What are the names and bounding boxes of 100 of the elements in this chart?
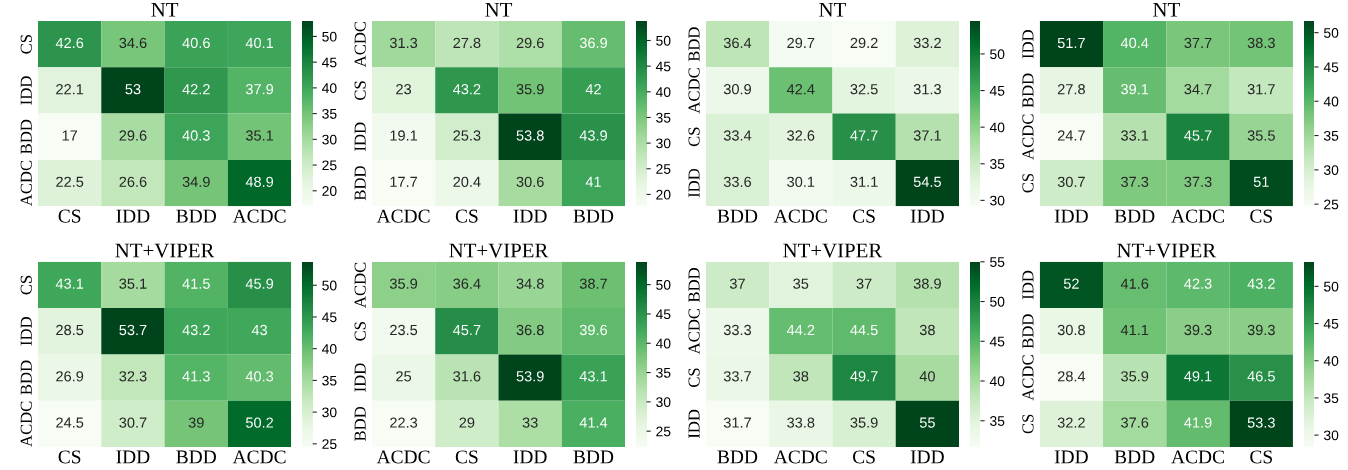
- data-label: 53.3: [1247, 417, 1275, 428]
- data-label: 32.6: [787, 130, 815, 141]
- data-label: 32.2: [1057, 417, 1085, 428]
- color-bar-label: 50: [322, 280, 337, 291]
- x-tick-label: IDD: [1054, 450, 1088, 464]
- chart-title: NT: [1153, 2, 1180, 17]
- color-bar-label: 45: [321, 57, 337, 68]
- data-label: 32.5: [850, 84, 878, 95]
- y-tick-label: BDD: [1022, 314, 1034, 349]
- data-label: 29.7: [787, 37, 815, 49]
- data-label: 40.3: [245, 371, 274, 382]
- y-tick-label: IDD: [354, 363, 366, 392]
- x-tick-label: IDD: [116, 209, 150, 223]
- color-bar-label: 25: [656, 426, 671, 437]
- data-label: 41.9: [1184, 417, 1212, 428]
- color-bar-label: 45: [989, 336, 1005, 347]
- data-label: 35.5: [1247, 130, 1275, 141]
- chart-title: NT: [819, 2, 846, 17]
- data-label: 41.6: [1120, 278, 1149, 289]
- data-label: 36.9: [579, 37, 607, 49]
- data-label: 33.3: [723, 324, 752, 336]
- x-tick-label: CS: [852, 209, 875, 223]
- chart-title: NT+VIPER: [449, 243, 549, 258]
- y-tick-label: BDD: [688, 27, 700, 62]
- data-label: 31.3: [913, 84, 941, 95]
- data-label: 39.3: [1247, 324, 1275, 336]
- data-label: 53: [125, 84, 141, 95]
- y-tick-label: IDD: [20, 317, 32, 346]
- data-label: 33.1: [1121, 130, 1149, 141]
- color-bar-label: 45: [1323, 319, 1339, 329]
- data-label: 29.2: [850, 37, 878, 49]
- chart-title: NT+VIPER: [115, 243, 215, 258]
- data-label: 39: [188, 417, 204, 428]
- data-label: 47.7: [850, 130, 878, 141]
- y-tick-label: IDD: [688, 409, 700, 439]
- x-tick-label: ACDC: [773, 209, 827, 223]
- data-label: 43.2: [182, 324, 210, 336]
- y-tick-label: IDD: [1022, 270, 1034, 300]
- color-bar-label: 45: [655, 309, 671, 320]
- data-label: 38.3: [1247, 37, 1275, 49]
- data-label: 36.8: [516, 324, 544, 336]
- color-bar-label: 35: [1323, 130, 1339, 141]
- data-label: 42: [585, 84, 601, 95]
- y-tick-label: CS: [688, 127, 700, 147]
- data-label: 48.9: [245, 176, 274, 187]
- color-bar-label: 30: [322, 407, 337, 418]
- data-label: 45.9: [245, 278, 274, 289]
- color-bar-label: 35: [656, 367, 671, 378]
- color-bar-label: 55: [990, 257, 1005, 267]
- y-tick-label: CS: [20, 34, 32, 54]
- data-label: 31.7: [723, 417, 751, 428]
- data-label: 50.2: [245, 417, 274, 428]
- data-label: 42.4: [786, 84, 815, 95]
- data-label: 38: [793, 371, 809, 382]
- data-label: 55: [919, 417, 935, 428]
- x-tick-label: IDD: [513, 209, 547, 223]
- x-tick-label: ACDC: [232, 209, 286, 223]
- x-tick-label: IDD: [910, 450, 944, 464]
- color-bar-label: 40: [1323, 96, 1339, 107]
- data-label: 35.9: [850, 417, 878, 428]
- data-label: 41.5: [182, 278, 210, 289]
- color-bar-label: 40: [655, 338, 671, 349]
- data-label: 30.7: [1057, 176, 1085, 187]
- data-label: 46.5: [1247, 371, 1275, 382]
- x-tick-label: ACDC: [773, 450, 827, 464]
- y-tick-label: BDD: [20, 360, 32, 395]
- data-label: 51: [1253, 176, 1269, 187]
- color-bar-label: 30: [656, 397, 671, 408]
- color-bar-label: 50: [1323, 281, 1339, 292]
- data-label: 40: [919, 371, 935, 382]
- color-bar-label: 25: [656, 164, 671, 174]
- data-label: 38: [919, 324, 935, 336]
- data-label: 37.3: [1121, 176, 1149, 187]
- color-bar-label: 35: [990, 416, 1005, 426]
- x-tick-label: BDD: [1114, 209, 1155, 223]
- data-label: 29.6: [516, 37, 544, 49]
- data-label: 34.6: [119, 37, 147, 49]
- data-label: 22.1: [56, 84, 84, 95]
- color-bar-label: 30: [990, 195, 1005, 206]
- data-label: 42.6: [55, 37, 84, 49]
- data-label: 34.9: [182, 176, 210, 187]
- data-label: 35.1: [245, 130, 274, 141]
- data-label: 24.5: [56, 417, 84, 428]
- data-label: 39.1: [1121, 84, 1149, 95]
- data-label: 26.6: [119, 176, 147, 187]
- data-label: 31.7: [1247, 84, 1275, 95]
- color-bar-label: 50: [1323, 28, 1339, 38]
- data-label: 53.9: [516, 371, 544, 382]
- x-tick-label: IDD: [1054, 209, 1088, 223]
- data-label: 52: [1063, 278, 1079, 289]
- color-bar-label: 50: [322, 31, 337, 42]
- color-bar-label: 45: [989, 86, 1005, 96]
- data-label: 40.1: [245, 37, 274, 49]
- data-label: 44.2: [786, 324, 815, 336]
- data-label: 37: [856, 278, 872, 289]
- color-bar-label: 50: [656, 35, 671, 46]
- color-bar-label: 45: [321, 312, 337, 323]
- x-tick-label: IDD: [513, 450, 547, 464]
- data-label: 43.1: [55, 278, 84, 289]
- data-label: 40.4: [1120, 37, 1149, 49]
